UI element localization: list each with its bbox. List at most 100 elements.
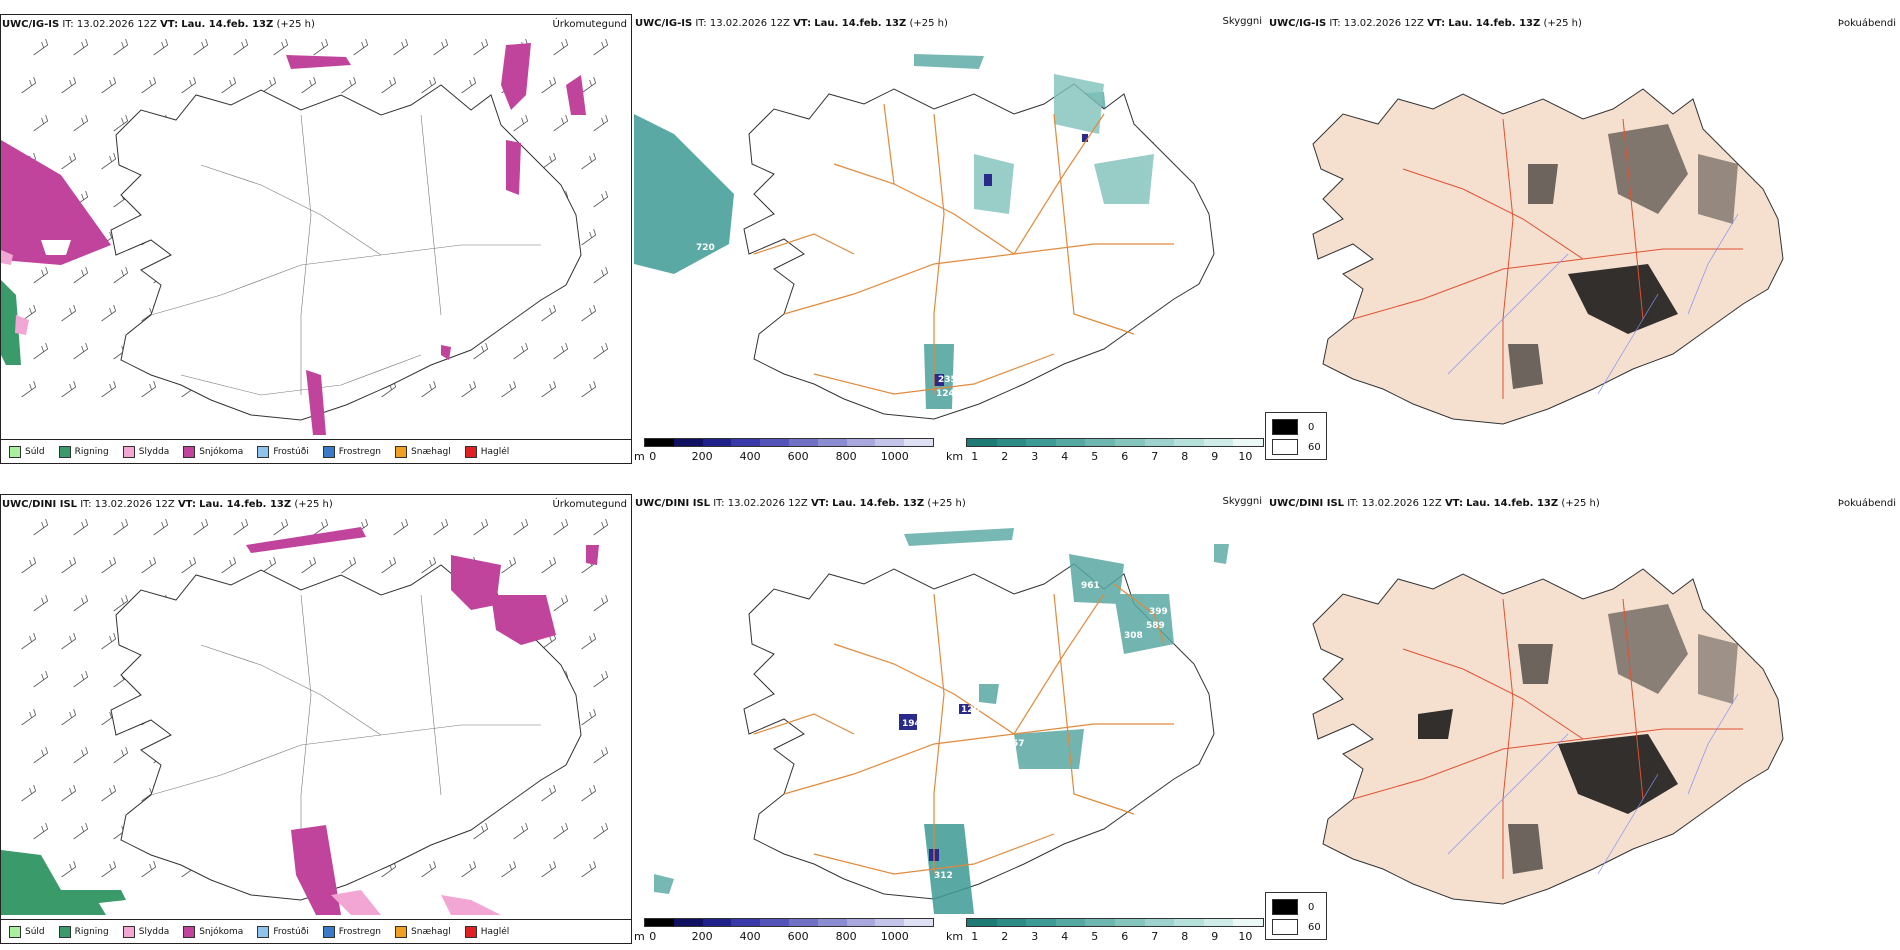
colorbar-swatch bbox=[817, 439, 847, 446]
colorbar-swatch bbox=[645, 439, 674, 446]
wind-barb bbox=[581, 304, 597, 322]
wind-barb bbox=[73, 822, 89, 840]
rivers bbox=[1447, 213, 1739, 395]
rain-area bbox=[1, 280, 21, 365]
panel-header: UWC/DINI ISL IT: 13.02.2026 12Z VT: Lau.… bbox=[2, 499, 333, 510]
panel-title: Úrkomutegund bbox=[552, 19, 627, 30]
colorbar-tick: 0 bbox=[649, 930, 657, 943]
colorbar-swatch bbox=[1203, 439, 1234, 446]
colorbar-swatch bbox=[817, 919, 847, 926]
visibility-unit: km bbox=[946, 930, 964, 943]
iceland-coastline bbox=[743, 83, 1215, 420]
wind-barb bbox=[61, 152, 77, 170]
wind-barb bbox=[353, 38, 369, 56]
wind-barb bbox=[421, 556, 437, 574]
wind-barb bbox=[193, 518, 209, 536]
colorbar-swatch bbox=[875, 439, 905, 446]
wind-barb bbox=[541, 76, 557, 94]
visibility-colorbar-swatches bbox=[966, 438, 1264, 447]
init-time: IT: 13.02.2026 12Z bbox=[695, 18, 790, 29]
wind-barb bbox=[141, 76, 157, 94]
wind-barb bbox=[381, 556, 397, 574]
wind-barb bbox=[593, 670, 609, 688]
panel-title: Þokuábendi bbox=[1837, 498, 1896, 509]
wind-barb bbox=[141, 860, 157, 878]
wind-barb bbox=[593, 114, 609, 132]
wind-barb bbox=[501, 860, 517, 878]
sleet-area bbox=[331, 890, 501, 915]
legend-item-snow: Snjókoma bbox=[183, 925, 243, 938]
height-colorbar-swatches bbox=[644, 918, 934, 927]
valid-time: Lau. 14.feb. 13Z bbox=[1448, 18, 1541, 29]
value-label: 399 bbox=[1149, 607, 1168, 617]
valid-time: Lau. 14.feb. 13Z bbox=[181, 19, 274, 30]
colorbar-swatch bbox=[731, 919, 761, 926]
valid-label: VT: bbox=[810, 498, 829, 509]
wind-barb bbox=[33, 594, 49, 612]
wind-barb bbox=[113, 518, 129, 536]
wind-barb bbox=[73, 114, 89, 132]
colorbar-tick: 6 bbox=[1121, 450, 1129, 463]
colorbar-swatch bbox=[1144, 919, 1175, 926]
fog-legend-top: 0 60 bbox=[1265, 412, 1327, 460]
wind-barb bbox=[101, 380, 117, 398]
wind-barb bbox=[593, 38, 609, 56]
visibility-unit: km bbox=[946, 450, 964, 463]
wind-barb bbox=[73, 38, 89, 56]
wind-barb bbox=[73, 746, 89, 764]
wind-barb bbox=[113, 266, 129, 284]
snow-areas bbox=[1, 43, 586, 435]
colorbar-tick: 3 bbox=[1031, 450, 1039, 463]
precip-map-top bbox=[1, 38, 609, 435]
visibility-colorbar: km 1 2 3 4 5 6 7 8 9 10 bbox=[946, 438, 1266, 468]
legend-item-freezing-rain: Frostregn bbox=[322, 445, 381, 458]
wind-barb bbox=[73, 342, 89, 360]
value-labels: 961 399 589 308 312 194 120 57 bbox=[902, 581, 1168, 881]
wind-barb bbox=[21, 784, 37, 802]
wind-barb bbox=[313, 38, 329, 56]
wind-barb bbox=[33, 518, 49, 536]
colorbar-swatch bbox=[846, 439, 876, 446]
visibility-map-bottom: 961 399 589 308 312 194 120 57 bbox=[654, 528, 1229, 914]
wind-barb bbox=[421, 380, 437, 398]
visibility-panel-bottom: 961 399 589 308 312 194 120 57 UWC/DINI … bbox=[634, 494, 1266, 944]
colorbar-tick: 2 bbox=[1001, 930, 1009, 943]
wind-barb bbox=[393, 38, 409, 56]
visibility-colorbar-swatches bbox=[966, 918, 1264, 927]
wind-barb bbox=[301, 556, 317, 574]
height-unit: m bbox=[634, 930, 645, 943]
wind-barb bbox=[473, 342, 489, 360]
wind-barb bbox=[61, 632, 77, 650]
colorbar-tick: 1 bbox=[971, 450, 979, 463]
wind-barb bbox=[101, 556, 117, 574]
wind-barb bbox=[553, 38, 569, 56]
colorbar-tick: 400 bbox=[739, 450, 761, 463]
wind-barb bbox=[581, 152, 597, 170]
valid-label: VT: bbox=[1427, 18, 1446, 29]
model-name: UWC/IG-IS bbox=[2, 19, 60, 30]
wind-barb bbox=[73, 594, 89, 612]
colorbar-tick: 8 bbox=[1181, 450, 1189, 463]
wind-barb bbox=[261, 76, 277, 94]
colorbar-tick: 1000 bbox=[880, 930, 909, 943]
init-time: IT: 13.02.2026 12Z bbox=[713, 498, 808, 509]
wind-barb bbox=[593, 266, 609, 284]
wind-barb bbox=[553, 822, 569, 840]
wind-barb bbox=[141, 380, 157, 398]
sleet-area bbox=[1, 250, 29, 335]
wind-barb bbox=[193, 38, 209, 56]
wind-barb bbox=[593, 518, 609, 536]
value-label: 589 bbox=[1146, 621, 1165, 631]
wind-barb bbox=[273, 518, 289, 536]
colorbar-tick: 3 bbox=[1031, 930, 1039, 943]
wind-barb bbox=[101, 304, 117, 322]
colorbar-swatch bbox=[760, 919, 789, 926]
value-label: 961 bbox=[1081, 581, 1100, 591]
wind-barb bbox=[513, 518, 529, 536]
value-label: 312 bbox=[934, 871, 953, 881]
wind-barb bbox=[593, 190, 609, 208]
wind-barb bbox=[113, 746, 129, 764]
colorbar-tick: 6 bbox=[1121, 930, 1129, 943]
wind-barb bbox=[33, 342, 49, 360]
fog-index-panel-bottom: UWC/DINI ISL IT: 13.02.2026 12Z VT: Lau.… bbox=[1268, 494, 1900, 944]
